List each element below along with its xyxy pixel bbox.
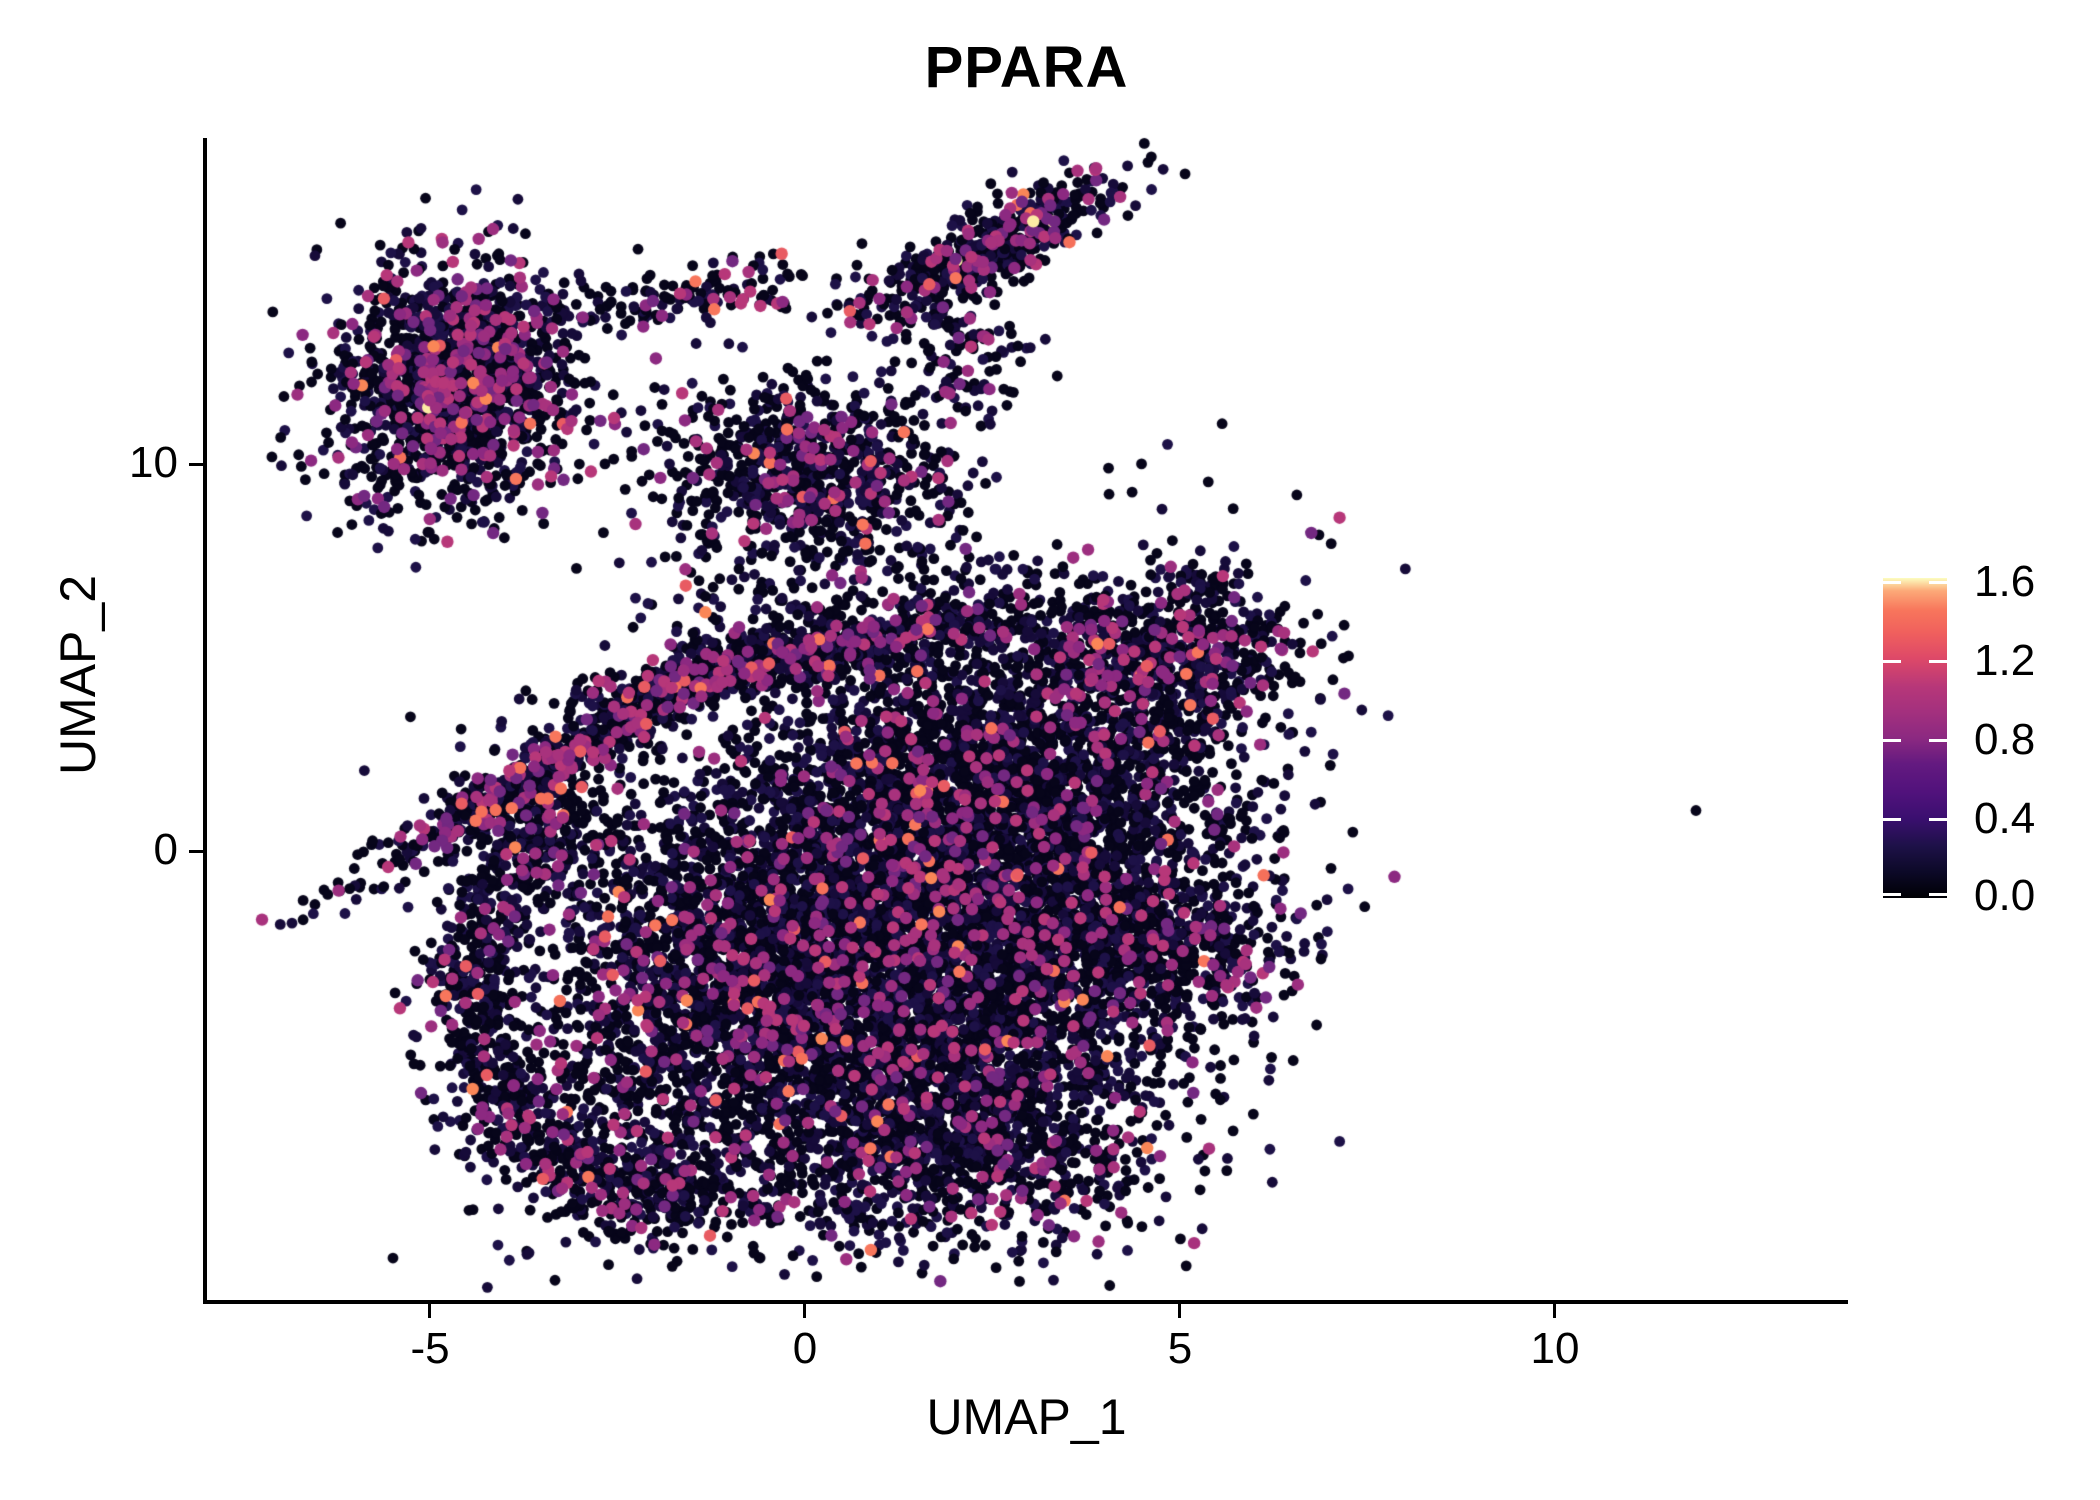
- x-tick-mark: [428, 1304, 431, 1318]
- y-axis-title: UMAP_2: [50, 574, 106, 776]
- x-tick-label: 5: [1167, 1324, 1193, 1373]
- colorbar-label: 0.8: [1974, 715, 2036, 764]
- colorbar-label: 0.4: [1974, 794, 2036, 843]
- y-axis-line: [203, 138, 207, 1304]
- colorbar-label: 0.0: [1974, 871, 2036, 920]
- colorbar-tick: [1883, 739, 1901, 742]
- x-axis-line: [203, 1300, 1848, 1304]
- y-tick-mark: [189, 463, 203, 466]
- colorbar-tick: [1929, 818, 1947, 821]
- x-axis-title: UMAP_1: [926, 1389, 1127, 1445]
- expression-colorbar: [1883, 578, 1947, 898]
- y-tick-label: 10: [129, 438, 178, 487]
- colorbar-tick: [1883, 893, 1901, 896]
- plot-title: PPARA: [924, 35, 1129, 100]
- colorbar-tick: [1929, 581, 1947, 584]
- colorbar-tick: [1929, 739, 1947, 742]
- colorbar-tick: [1883, 818, 1901, 821]
- colorbar-tick: [1929, 893, 1947, 896]
- x-tick-label: -5: [410, 1324, 450, 1373]
- colorbar-tick: [1883, 660, 1901, 663]
- x-tick-label: 10: [1530, 1324, 1580, 1373]
- x-tick-mark: [803, 1304, 806, 1318]
- colorbar-label: 1.2: [1974, 636, 2036, 685]
- x-tick-mark: [1553, 1304, 1556, 1318]
- colorbar-tick: [1929, 660, 1947, 663]
- x-tick-label: 0: [792, 1324, 818, 1373]
- x-tick-mark: [1178, 1304, 1181, 1318]
- y-tick-mark: [189, 850, 203, 853]
- y-tick-label: 0: [153, 825, 178, 874]
- colorbar-tick: [1883, 581, 1901, 584]
- colorbar-label: 1.6: [1974, 557, 2036, 606]
